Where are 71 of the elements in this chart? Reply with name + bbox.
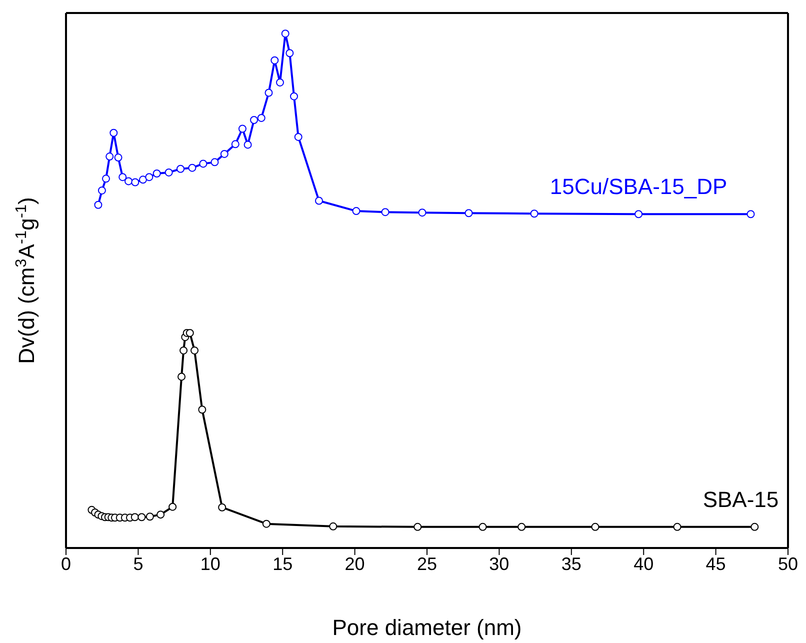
point	[156, 510, 165, 519]
point	[131, 178, 140, 186]
point	[352, 207, 360, 216]
point	[176, 164, 185, 173]
point	[145, 173, 154, 182]
point	[231, 140, 240, 148]
point	[110, 128, 118, 137]
point	[190, 346, 199, 354]
point	[94, 200, 102, 209]
point	[188, 164, 196, 172]
point	[414, 522, 422, 531]
point	[750, 522, 759, 531]
point	[746, 210, 755, 218]
point	[329, 522, 338, 530]
x-tick-label: 15	[272, 554, 293, 574]
x-tick-label: 0	[60, 554, 72, 574]
point	[478, 522, 487, 531]
point	[418, 208, 426, 217]
point	[530, 210, 538, 218]
point	[294, 132, 302, 141]
x-tick-label: 50	[778, 554, 798, 574]
point	[257, 114, 266, 122]
point	[262, 520, 270, 528]
point	[518, 522, 526, 531]
point	[98, 186, 106, 194]
point	[238, 124, 246, 133]
point	[220, 150, 228, 158]
x-tick-label: 25	[416, 554, 438, 574]
point	[198, 406, 206, 414]
point	[168, 502, 177, 511]
point	[270, 56, 279, 64]
point	[164, 168, 173, 176]
point	[673, 522, 682, 531]
point	[218, 503, 226, 512]
point	[178, 372, 186, 381]
point	[186, 328, 194, 337]
point	[314, 196, 323, 205]
x-tick-label: 5	[133, 554, 144, 574]
point	[464, 209, 473, 218]
series-label: SBA-15	[702, 486, 779, 512]
point	[106, 152, 114, 161]
point	[199, 160, 208, 168]
x-tick-label: 45	[706, 554, 726, 574]
point	[138, 513, 146, 522]
point	[290, 92, 298, 100]
x-axis-title: Pore diameter (nm)	[332, 615, 522, 640]
series-label: 15Cu/SBA-15_DP	[550, 174, 728, 200]
point	[634, 210, 643, 218]
point	[286, 49, 294, 58]
point	[124, 177, 133, 186]
point	[114, 154, 122, 162]
x-tick-label: 35	[561, 554, 582, 574]
point	[130, 513, 139, 522]
point	[281, 30, 290, 38]
point	[381, 208, 390, 216]
point	[264, 88, 273, 97]
point	[591, 522, 600, 531]
point	[152, 170, 161, 178]
x-tick-label: 20	[344, 554, 365, 574]
point	[250, 116, 258, 124]
point	[244, 140, 252, 149]
point	[138, 176, 147, 184]
x-tick-label: 30	[489, 554, 510, 574]
point	[276, 78, 284, 86]
point	[146, 512, 154, 521]
point	[118, 173, 127, 182]
point	[102, 174, 110, 183]
point	[180, 346, 188, 354]
point	[210, 158, 219, 166]
x-tick-label: 40	[634, 554, 654, 574]
x-tick-label: 10	[200, 554, 220, 574]
